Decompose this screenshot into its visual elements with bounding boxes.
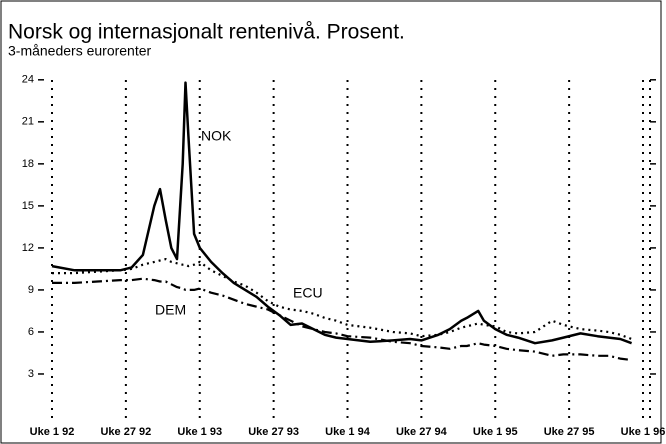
x-tick-label: Uke 27 92 (100, 426, 151, 438)
x-tick-label: Uke 1 92 (30, 426, 75, 438)
y-tick-label: 6 (28, 326, 34, 338)
y-tick-label: 12 (22, 242, 34, 254)
y-tick-label: 15 (22, 200, 34, 212)
y-tick-label: 3 (28, 368, 34, 380)
x-tick-label: Uke 1 94 (325, 426, 371, 438)
series-line (52, 258, 632, 341)
series-label: ECU (293, 285, 323, 301)
y-tick-label: 21 (22, 116, 34, 128)
y-tick-label: 24 (22, 74, 34, 86)
x-tick-label: Uke 1 93 (177, 426, 222, 438)
y-tick-label: 18 (22, 158, 34, 170)
series-line (52, 277, 632, 362)
series-label: DEM (155, 302, 186, 318)
x-tick-label: Uke 27 94 (396, 426, 448, 438)
x-tick-label: Uke 1 95 (473, 426, 518, 438)
x-tick-label: Uke 27 93 (248, 426, 299, 438)
series-line (51, 81, 633, 345)
chart-subtitle: 3-måneders eurorenter (8, 43, 152, 59)
y-tick-label: 9 (28, 284, 34, 296)
chart-title: Norsk og internasjonalt rentenivå. Prose… (8, 21, 405, 44)
x-tick-label: Uke 1 96 (621, 426, 666, 438)
x-tick-label: Uke 27 95 (544, 426, 595, 438)
series-label: NOK (201, 128, 232, 144)
